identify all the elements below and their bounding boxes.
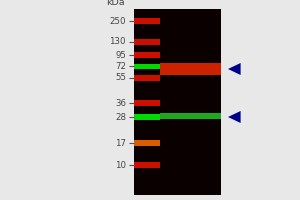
Text: 10: 10 <box>115 160 126 170</box>
Bar <box>134 64 160 69</box>
Text: 36: 36 <box>115 98 126 108</box>
Bar <box>134 162 160 168</box>
Text: 95: 95 <box>115 50 126 60</box>
Bar <box>134 75 160 81</box>
Text: 250: 250 <box>110 17 126 25</box>
Polygon shape <box>228 63 241 75</box>
Text: 72: 72 <box>115 62 126 71</box>
Text: 28: 28 <box>115 112 126 121</box>
Bar <box>160 113 220 119</box>
Bar <box>134 18 160 24</box>
Text: 55: 55 <box>115 73 126 82</box>
Text: 130: 130 <box>110 38 126 46</box>
Text: 17: 17 <box>115 138 126 148</box>
Bar <box>134 140 160 146</box>
Bar <box>134 114 160 120</box>
Bar <box>134 100 160 106</box>
Polygon shape <box>228 111 241 123</box>
Text: kDa: kDa <box>106 0 124 7</box>
Bar <box>160 62 220 75</box>
Bar <box>134 39 160 45</box>
Bar <box>134 52 160 58</box>
Bar <box>134 9 220 195</box>
